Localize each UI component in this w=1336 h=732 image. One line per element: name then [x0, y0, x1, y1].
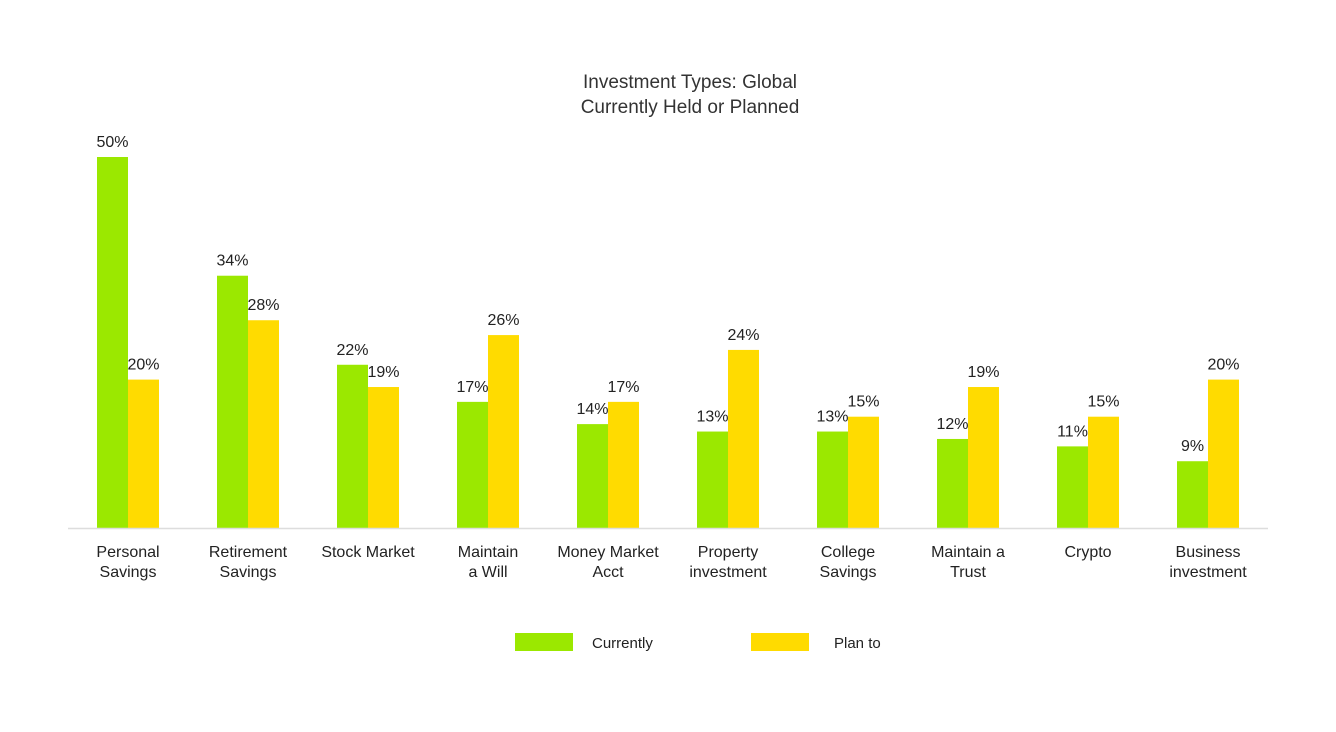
value-label: 50%: [96, 134, 128, 151]
value-label: 15%: [847, 394, 879, 411]
value-label: 20%: [1207, 357, 1239, 374]
legend: Currently Plan to: [515, 633, 881, 652]
bar-plan-to: [848, 416, 879, 528]
value-label: 14%: [576, 401, 608, 418]
bar-currently: [337, 364, 368, 528]
bar-currently: [1177, 461, 1208, 528]
category-label: Trust: [950, 564, 986, 581]
value-label: 26%: [487, 312, 519, 329]
category-label: investment: [689, 564, 767, 581]
category-labels: Personal Savings Retirement Savings Stock Ma…: [96, 544, 1247, 581]
category-label: investment: [1169, 564, 1247, 581]
category-label: Business: [1176, 544, 1241, 561]
category-label: Personal: [96, 544, 159, 561]
bar-currently: [97, 157, 128, 528]
value-label: 9%: [1181, 438, 1204, 455]
category-label: Retirement: [209, 544, 288, 561]
chart-title: Investment Types: Global Currently Held o…: [581, 72, 800, 118]
category-label: a Will: [468, 564, 507, 581]
bar-currently: [1057, 446, 1088, 528]
value-label: 34%: [216, 253, 248, 270]
category-label: Savings: [220, 564, 277, 581]
category-label: Stock Market: [321, 544, 415, 561]
value-label: 28%: [247, 297, 279, 314]
value-label: 12%: [936, 416, 968, 433]
legend-label-currently: Currently: [592, 635, 653, 652]
category-label: Property: [698, 544, 758, 561]
bars: [97, 157, 1239, 528]
chart-title-line: Currently Held or Planned: [581, 97, 800, 118]
bar-currently: [937, 438, 968, 528]
value-label: 17%: [607, 379, 639, 396]
category-label: Money Market: [557, 544, 659, 561]
bar-currently: [457, 401, 488, 528]
legend-swatch-plan-to: [751, 633, 809, 651]
value-label: 17%: [456, 379, 488, 396]
value-label: 22%: [336, 342, 368, 359]
bar-currently: [697, 431, 728, 528]
value-label: 13%: [816, 409, 848, 426]
value-label: 24%: [727, 327, 759, 344]
legend-swatch-currently: [515, 633, 573, 651]
bar-plan-to: [128, 379, 159, 528]
bar-currently: [577, 424, 608, 528]
category-label: Acct: [592, 564, 624, 581]
bar-plan-to: [368, 387, 399, 528]
bar-plan-to: [1088, 416, 1119, 528]
bar-currently: [817, 431, 848, 528]
category-label: Maintain: [458, 544, 518, 561]
bar-plan-to: [728, 349, 759, 528]
legend-label-plan-to: Plan to: [834, 635, 881, 652]
value-label: 15%: [1087, 394, 1119, 411]
bar-currently: [217, 275, 248, 528]
bar-plan-to: [608, 401, 639, 528]
bar-plan-to: [248, 320, 279, 528]
value-labels: 50%20%34%28%22%19%17%26%14%17%13%24%13%1…: [96, 134, 1239, 455]
bar-plan-to: [1208, 379, 1239, 528]
category-label: Maintain a: [931, 544, 1005, 561]
category-label: Savings: [820, 564, 877, 581]
category-label: Savings: [100, 564, 157, 581]
value-label: 19%: [967, 364, 999, 381]
chart-title-line: Investment Types: Global: [583, 72, 797, 93]
value-label: 13%: [696, 409, 728, 426]
bar-plan-to: [488, 335, 519, 528]
value-label: 19%: [367, 364, 399, 381]
category-label: Crypto: [1064, 544, 1111, 561]
category-label: College: [821, 544, 875, 561]
bar-plan-to: [968, 387, 999, 528]
value-label: 20%: [127, 357, 159, 374]
value-label: 11%: [1057, 423, 1088, 440]
